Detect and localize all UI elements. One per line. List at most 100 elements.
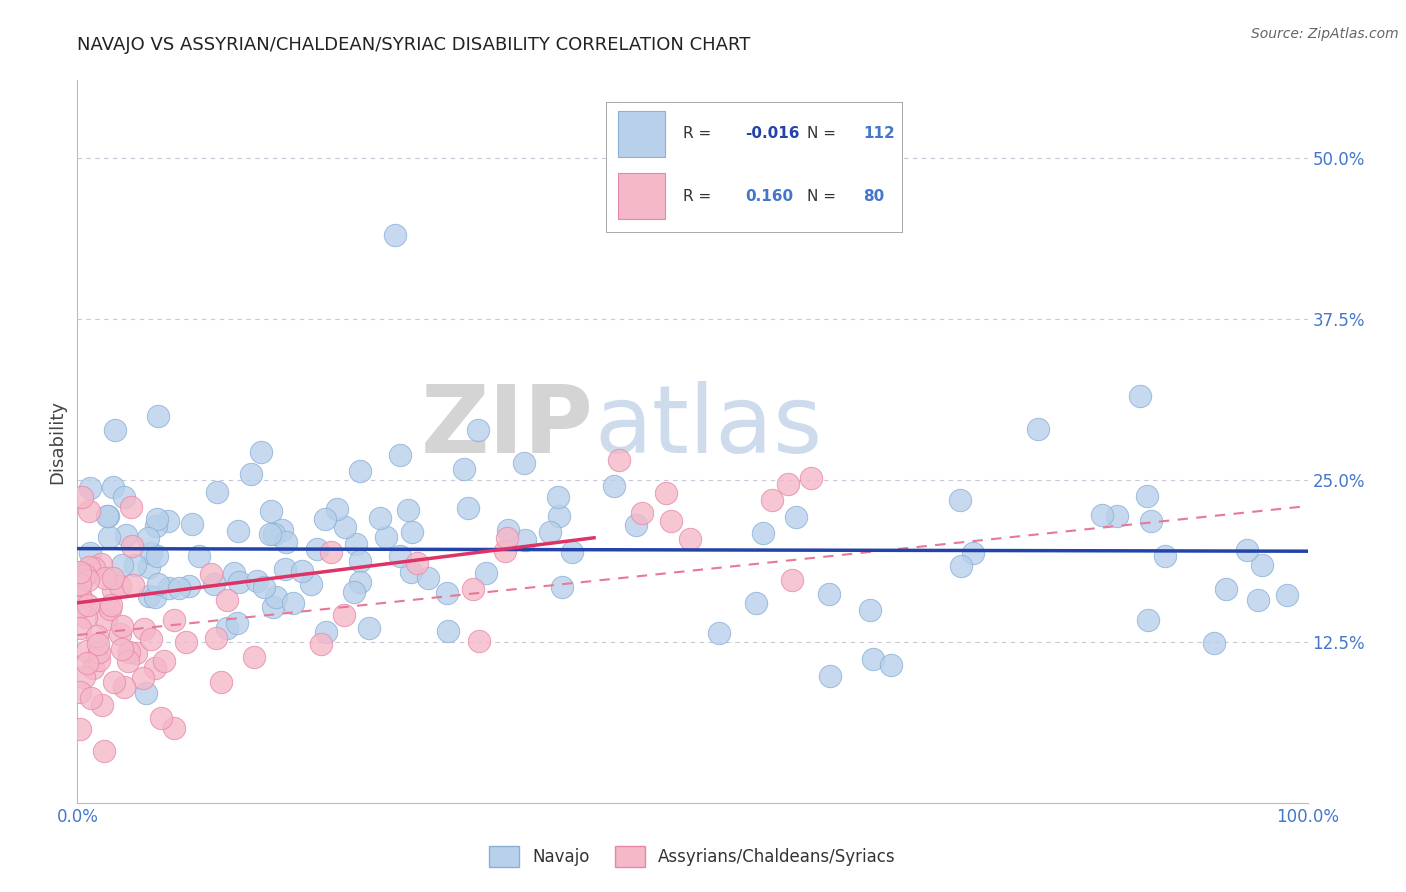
Point: [108, 579, 131, 593]
Point: [800, 471, 823, 485]
Point: [205, 485, 228, 500]
Point: [86, 629, 108, 643]
Point: [817, 587, 839, 601]
Point: [132, 671, 155, 685]
Point: [515, 533, 537, 547]
Point: [274, 535, 297, 549]
Point: [100, 598, 122, 612]
Legend: Navajo, Assyrians/Chaldeans/Syriacs: Navajo, Assyrians/Chaldeans/Syriacs: [489, 847, 896, 867]
Point: [950, 559, 973, 574]
Point: [174, 635, 197, 649]
Point: [75, 597, 97, 611]
Point: [157, 581, 180, 595]
Point: [496, 531, 519, 545]
Point: [498, 524, 520, 538]
Point: [349, 574, 371, 589]
Point: [602, 478, 624, 492]
Point: [1140, 514, 1163, 528]
Point: [1247, 593, 1270, 607]
Point: [103, 674, 125, 689]
Point: [388, 448, 411, 462]
Point: [120, 500, 142, 514]
Point: [143, 591, 166, 605]
Point: [745, 596, 768, 610]
Point: [243, 650, 266, 665]
Text: Source: ZipAtlas.com: Source: ZipAtlas.com: [1251, 27, 1399, 41]
Point: [215, 621, 238, 635]
Point: [1107, 508, 1129, 523]
Point: [1026, 422, 1049, 436]
Point: [494, 544, 516, 558]
Point: [89, 644, 111, 658]
Point: [226, 524, 249, 538]
Point: [262, 600, 284, 615]
Point: [709, 626, 731, 640]
Point: [90, 557, 112, 571]
Point: [69, 577, 91, 591]
Point: [134, 622, 156, 636]
Point: [69, 588, 91, 602]
Y-axis label: Disability: Disability: [48, 400, 66, 483]
Point: [73, 670, 96, 684]
Point: [157, 514, 180, 528]
Point: [1202, 636, 1225, 650]
Point: [551, 580, 574, 594]
Point: [1137, 613, 1160, 627]
Point: [69, 723, 91, 737]
Point: [118, 645, 141, 659]
Point: [101, 582, 124, 597]
Point: [69, 621, 91, 635]
Point: [1250, 558, 1272, 573]
Point: [406, 556, 429, 570]
Point: [79, 481, 101, 495]
Point: [122, 578, 145, 592]
Point: [209, 674, 232, 689]
Point: [75, 610, 97, 624]
Point: [138, 589, 160, 603]
Point: [205, 632, 228, 646]
Point: [69, 684, 91, 698]
Text: NAVAJO VS ASSYRIAN/CHALDEAN/SYRIAC DISABILITY CORRELATION CHART: NAVAJO VS ASSYRIAN/CHALDEAN/SYRIAC DISAB…: [77, 36, 751, 54]
Point: [319, 545, 342, 559]
Point: [76, 657, 98, 671]
Point: [169, 582, 191, 596]
Point: [263, 527, 285, 541]
Point: [401, 525, 423, 540]
Point: [344, 536, 367, 550]
Point: [228, 575, 250, 590]
Point: [325, 501, 347, 516]
Point: [112, 680, 135, 694]
Point: [1091, 508, 1114, 523]
Point: [457, 501, 479, 516]
Point: [375, 530, 398, 544]
Point: [136, 531, 159, 545]
Point: [752, 526, 775, 541]
Point: [357, 621, 380, 635]
Point: [631, 506, 654, 520]
Point: [274, 562, 297, 576]
Point: [461, 582, 484, 596]
Point: [436, 624, 458, 638]
Point: [79, 546, 101, 560]
Point: [117, 654, 139, 668]
Point: [121, 539, 143, 553]
Point: [862, 652, 884, 666]
Point: [135, 686, 157, 700]
Point: [180, 516, 202, 531]
Point: [163, 613, 186, 627]
Point: [260, 504, 283, 518]
Point: [188, 549, 211, 563]
Point: [104, 424, 127, 438]
Point: [114, 527, 136, 541]
Point: [200, 567, 222, 582]
Point: [70, 490, 93, 504]
Point: [145, 519, 167, 533]
Point: [368, 511, 391, 525]
Point: [962, 546, 984, 560]
Point: [226, 616, 249, 631]
Point: [253, 580, 276, 594]
Point: [77, 574, 100, 588]
Point: [91, 698, 114, 712]
Point: [1154, 549, 1177, 564]
Point: [776, 477, 799, 491]
